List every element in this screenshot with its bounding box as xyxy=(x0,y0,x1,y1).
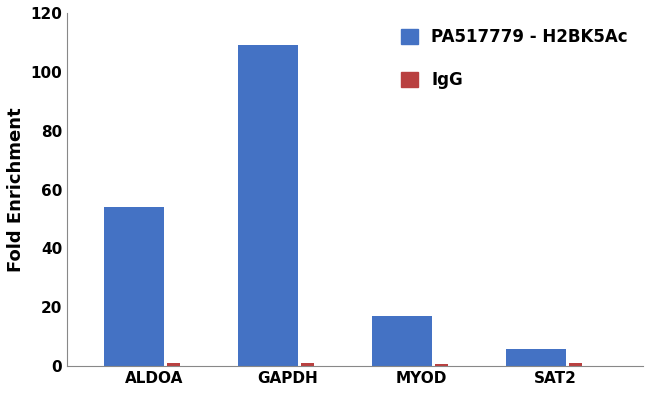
Bar xyxy=(569,363,582,366)
Bar xyxy=(301,363,315,366)
Bar xyxy=(435,364,448,366)
Bar xyxy=(238,45,298,366)
Bar xyxy=(167,363,181,366)
Bar xyxy=(104,207,164,366)
Bar xyxy=(506,349,566,366)
Bar xyxy=(372,316,432,366)
Y-axis label: Fold Enrichment: Fold Enrichment xyxy=(7,107,25,272)
Legend: PA517779 - H2BK5Ac, IgG: PA517779 - H2BK5Ac, IgG xyxy=(395,21,634,95)
